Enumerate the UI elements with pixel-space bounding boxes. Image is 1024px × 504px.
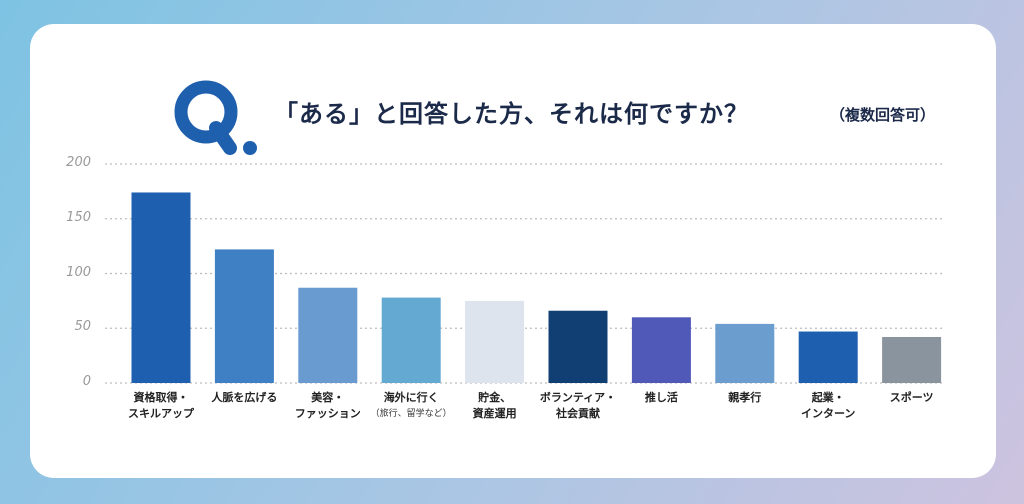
x-tick-label-line2: （旅行、留学など） [370,409,452,419]
x-tick-label: 貯金、 資産運用 [440,390,550,422]
x-tick-label: 美容・ ファッション [273,390,383,422]
x-tick-label-line2: 社会貢献 [556,407,600,420]
chart-card: 「ある」と回答した方、それは何ですか？ （複数回答可） [30,24,996,478]
bar [548,310,608,383]
x-tick-label: 親孝行 [690,390,800,406]
x-tick-label-line1: 貯金、 [478,391,512,404]
x-tick-label-line2: インターン [800,407,856,420]
x-tick-label: 推し活 [606,390,716,406]
y-tick-label: 0 [82,374,91,389]
x-tick-label-line1: 起業・ [811,391,845,404]
x-tick-label: 人脈を広げる [189,390,299,406]
y-tick-label: 200 [66,155,91,170]
x-tick-label-line2: 資産運用 [472,407,517,420]
x-tick-label-line2: ファッション [294,407,361,420]
x-tick-label-line1: 資格取得・ [133,391,189,404]
bar [131,192,191,383]
bar [798,331,858,383]
bar [465,300,525,383]
x-tick-label: スポーツ [857,390,967,406]
x-tick-label-line1: 推し活 [644,391,678,404]
x-tick-label-line1: スポーツ [889,391,934,404]
bar [715,323,775,383]
x-tick-label-line1: 美容・ [311,391,345,404]
x-tick-label-line1: 海外に行く [383,391,439,404]
x-tick-label: 資格取得・スキルアップ [106,390,216,422]
y-tick-label: 150 [66,209,91,225]
x-tick-label-line1: 人脈を広げる [211,391,278,404]
x-tick-label: 海外に行く （旅行、留学など） [356,390,466,422]
x-tick-label-line1: ボランティア・ [539,391,617,404]
y-tick-label: 100 [66,264,91,280]
bar [298,287,358,383]
x-tick-label: ボランティア・ 社会貢献 [523,390,633,422]
y-tick-label: 50 [74,319,91,335]
q-logo-icon [174,80,257,155]
x-tick-label: 起業・ インターン [773,390,883,422]
bar [214,249,274,383]
x-tick-label-line1: 親孝行 [728,391,762,404]
bar [381,297,441,383]
bar [631,317,691,383]
chart-title: 「ある」と回答した方、それは何ですか？ [274,100,749,128]
x-tick-label-line2: スキルアップ [128,407,194,420]
chart-subtitle: （複数回答可） [830,106,936,124]
bar [882,337,942,383]
